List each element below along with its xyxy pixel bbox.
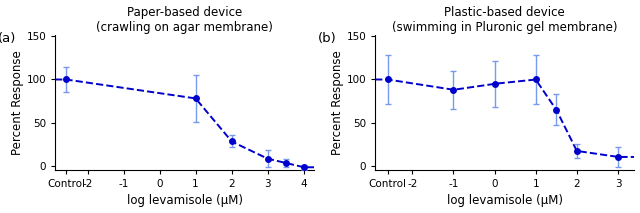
Title: Plastic-based device
(swimming in Pluronic gel membrane): Plastic-based device (swimming in Pluron… <box>392 6 618 34</box>
Text: (a): (a) <box>0 32 17 45</box>
Y-axis label: Percent Response: Percent Response <box>331 50 344 155</box>
Point <box>280 161 291 165</box>
Point <box>191 97 201 100</box>
Point <box>448 88 458 92</box>
Y-axis label: Percent Response: Percent Response <box>11 50 24 155</box>
Point <box>613 155 623 159</box>
Point <box>382 78 392 81</box>
Point <box>227 140 237 143</box>
Point <box>61 78 71 81</box>
Point <box>531 78 541 81</box>
X-axis label: log levamisole (μM): log levamisole (μM) <box>447 194 563 207</box>
Point <box>551 108 561 111</box>
Title: Paper-based device
(crawling on agar membrane): Paper-based device (crawling on agar mem… <box>97 6 273 34</box>
Point <box>490 82 500 85</box>
X-axis label: log levamisole (μM): log levamisole (μM) <box>127 194 243 207</box>
Point <box>298 166 308 169</box>
Text: (b): (b) <box>318 32 337 45</box>
Point <box>262 157 273 160</box>
Point <box>572 149 582 153</box>
